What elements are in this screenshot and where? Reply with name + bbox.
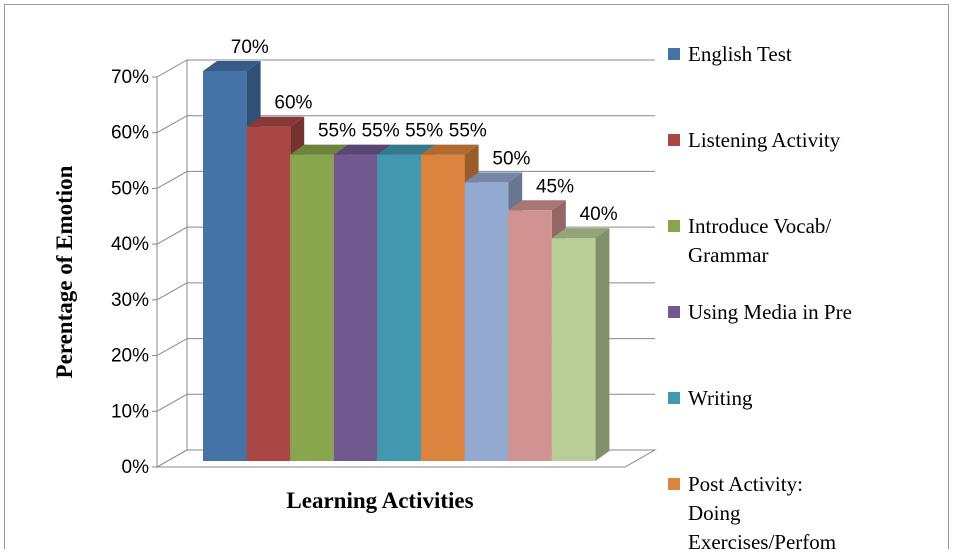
bar-top (203, 61, 261, 71)
bar-top (464, 172, 523, 183)
bar-top (333, 144, 392, 155)
legend-swatch (668, 220, 680, 232)
legend-swatch (668, 478, 680, 490)
legend-swatch (668, 48, 680, 60)
y-tick-label: 60% (111, 123, 149, 144)
bar (508, 210, 552, 461)
bar-top (551, 228, 610, 239)
bar-top (508, 200, 566, 211)
y-tick-label: 50% (111, 178, 149, 199)
y-tick-label: 10% (111, 401, 149, 422)
y-tick-label: 70% (111, 67, 149, 88)
grid-line (156, 115, 655, 134)
bar-side (595, 228, 610, 461)
grid-line (156, 59, 655, 78)
legend-label: English Test (688, 42, 792, 66)
y-tick-label: 40% (111, 234, 149, 255)
y-tick-label: 0% (122, 457, 150, 478)
bar (421, 154, 465, 462)
data-label: 60% (274, 93, 312, 114)
legend-label: Writing (688, 386, 753, 410)
grid-line (156, 170, 655, 189)
data-label: 40% (580, 204, 618, 225)
legend-label: Using Media in Pre (688, 300, 852, 324)
data-label: 45% (536, 176, 574, 197)
legend-label: Listening Activity (688, 128, 841, 152)
data-label: 55% (318, 121, 356, 142)
bar-top (421, 144, 479, 155)
legend-swatch (668, 134, 680, 146)
data-label: 55% (405, 121, 443, 142)
frame (4, 4, 949, 549)
legend-swatch (668, 392, 680, 404)
bar-top (290, 144, 348, 155)
y-axis-label: Perentage of Emotion (52, 165, 77, 378)
data-label: 50% (492, 148, 530, 169)
bar (377, 154, 421, 462)
legend-label: Post Activity: Doing Exercises/Perfom (688, 472, 837, 554)
y-tick-label: 20% (111, 346, 149, 367)
bar (290, 154, 334, 462)
legend-swatch (668, 306, 680, 318)
x-axis-label: Learning Activities (286, 488, 473, 513)
bar-top (377, 144, 435, 155)
data-label: 70% (231, 37, 269, 58)
bar-top (246, 116, 305, 127)
data-label: 55% (449, 121, 487, 142)
data-label: 55% (362, 121, 400, 142)
bar (551, 238, 596, 461)
bar (246, 126, 291, 461)
bar (203, 71, 247, 461)
bar (464, 182, 509, 461)
bar (333, 154, 378, 462)
y-tick-label: 30% (111, 290, 149, 311)
legend-label: Introduce Vocab/ Grammar (688, 214, 832, 267)
